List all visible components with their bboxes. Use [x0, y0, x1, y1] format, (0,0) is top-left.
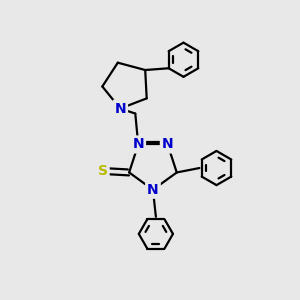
- Text: N: N: [147, 183, 159, 197]
- Text: N: N: [114, 101, 126, 116]
- Text: S: S: [98, 164, 108, 178]
- Text: N: N: [132, 137, 144, 152]
- Text: N: N: [162, 137, 173, 152]
